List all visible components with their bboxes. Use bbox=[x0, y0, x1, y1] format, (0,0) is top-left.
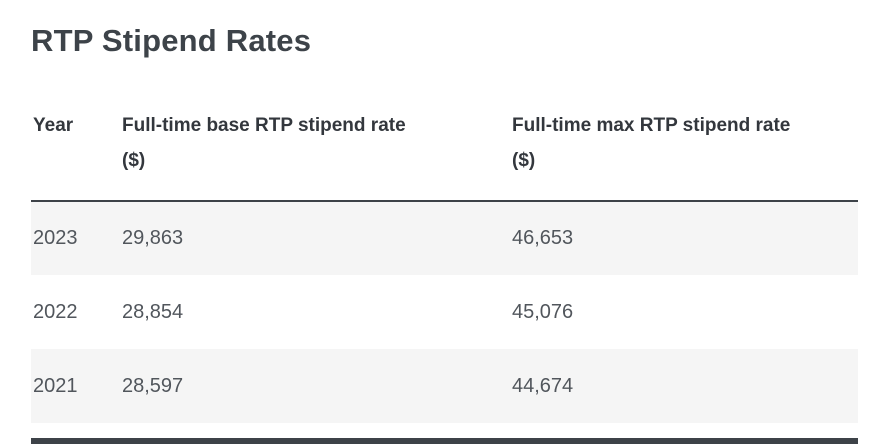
column-header-year: Year bbox=[31, 108, 120, 202]
year-cell: 2021 bbox=[33, 374, 78, 397]
table-row: 2023 29,863 46,653 bbox=[31, 201, 858, 275]
year-cell: 2023 bbox=[33, 227, 78, 249]
table-header-row: Year Full-time base RTP stipend rate ($)… bbox=[31, 108, 858, 202]
page-title: RTP Stipend Rates bbox=[31, 23, 312, 58]
table-row: 2022 28,854 45,076 bbox=[31, 275, 858, 349]
base-rate-cell: 28,597 bbox=[122, 374, 184, 397]
column-header-max-rate-label: Full-time max RTP stipend rate bbox=[512, 115, 791, 136]
column-header-year-label: Year bbox=[33, 115, 74, 136]
cropped-next-section-divider bbox=[31, 438, 858, 444]
max-rate-cell: 44,674 bbox=[512, 374, 574, 397]
table-row: 2021 28,597 44,674 bbox=[31, 349, 858, 423]
column-header-base-rate: Full-time base RTP stipend rate ($) bbox=[120, 108, 510, 202]
column-header-max-rate: Full-time max RTP stipend rate ($) bbox=[510, 108, 858, 202]
base-rate-cell: 28,854 bbox=[122, 300, 184, 323]
column-header-base-rate-label: Full-time base RTP stipend rate bbox=[122, 115, 406, 136]
stipend-rates-table: Year Full-time base RTP stipend rate ($)… bbox=[31, 108, 858, 423]
max-rate-cell: 45,076 bbox=[512, 300, 574, 323]
column-header-base-rate-unit: ($) bbox=[122, 150, 146, 171]
max-rate-cell: 46,653 bbox=[512, 227, 574, 249]
base-rate-cell: 29,863 bbox=[122, 227, 184, 249]
year-cell: 2022 bbox=[33, 300, 78, 323]
column-header-max-rate-unit: ($) bbox=[512, 150, 536, 171]
